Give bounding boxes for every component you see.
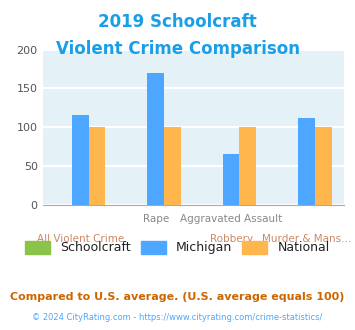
Bar bbox=[240, 127, 256, 205]
Bar bbox=[164, 127, 181, 205]
Bar bbox=[89, 127, 105, 205]
Text: © 2024 CityRating.com - https://www.cityrating.com/crime-statistics/: © 2024 CityRating.com - https://www.city… bbox=[32, 313, 323, 322]
Text: Robbery: Robbery bbox=[210, 234, 253, 244]
Bar bbox=[72, 115, 89, 205]
Bar bbox=[223, 154, 240, 205]
Text: Violent Crime Comparison: Violent Crime Comparison bbox=[55, 40, 300, 58]
Bar bbox=[315, 127, 332, 205]
Text: 2019 Schoolcraft: 2019 Schoolcraft bbox=[98, 13, 257, 31]
Text: Rape: Rape bbox=[143, 214, 169, 224]
Legend: Schoolcraft, Michigan, National: Schoolcraft, Michigan, National bbox=[21, 236, 334, 259]
Text: Murder & Mans...: Murder & Mans... bbox=[262, 234, 351, 244]
Text: All Violent Crime: All Violent Crime bbox=[37, 234, 124, 244]
Text: Aggravated Assault: Aggravated Assault bbox=[180, 214, 282, 224]
Bar bbox=[147, 73, 164, 205]
Bar bbox=[298, 118, 315, 205]
Text: Compared to U.S. average. (U.S. average equals 100): Compared to U.S. average. (U.S. average … bbox=[10, 292, 345, 302]
